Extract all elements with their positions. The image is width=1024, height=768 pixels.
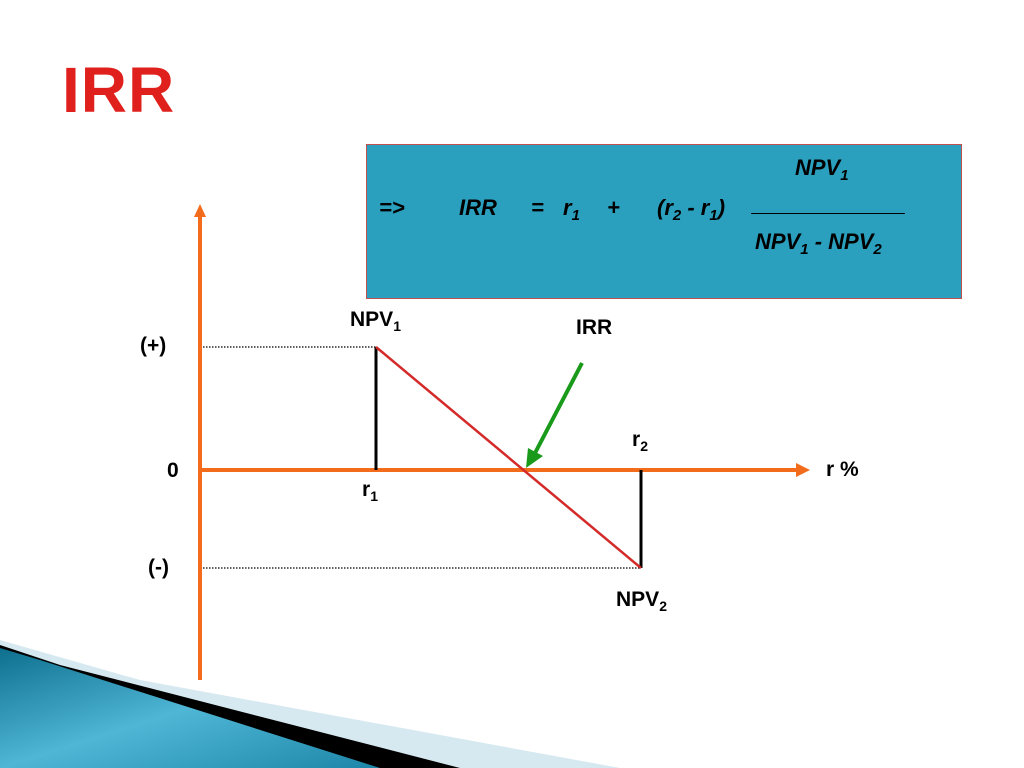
npv1-label: NPV1: [350, 308, 401, 334]
x-axis-label: r %: [826, 458, 859, 481]
r1-label: r1: [362, 478, 378, 504]
zero-label: 0: [167, 459, 179, 482]
negative-label: (-): [148, 556, 169, 579]
implies-arrow: =>: [379, 195, 405, 220]
fraction-bar: [751, 213, 905, 214]
npv2-label: NPV2: [616, 588, 667, 614]
irr-label: IRR: [576, 316, 613, 339]
positive-label: (+): [140, 334, 167, 357]
formula-r1: r1: [563, 195, 580, 224]
formula-equals: =: [531, 195, 544, 220]
y-axis-arrowhead: [194, 204, 206, 217]
formula-difference: (r2 - r1): [657, 195, 726, 224]
formula-numerator: NPV1: [795, 155, 849, 184]
formula-plus: +: [607, 195, 620, 220]
irr-pointer-arrowhead: [526, 448, 543, 468]
r2-label: r2: [632, 428, 648, 454]
formula-box: => IRR = r1 + (r2 - r1) NPV1 NPV1 - NPV2: [366, 144, 962, 299]
x-axis-arrowhead: [796, 463, 810, 477]
irr-pointer: [532, 362, 584, 456]
npv-line: [375, 346, 642, 569]
decor-blue-band: [0, 648, 380, 768]
slide-title: IRR: [62, 54, 176, 126]
formula-denominator: NPV1 - NPV2: [755, 229, 882, 258]
formula-irr: IRR: [459, 195, 497, 220]
